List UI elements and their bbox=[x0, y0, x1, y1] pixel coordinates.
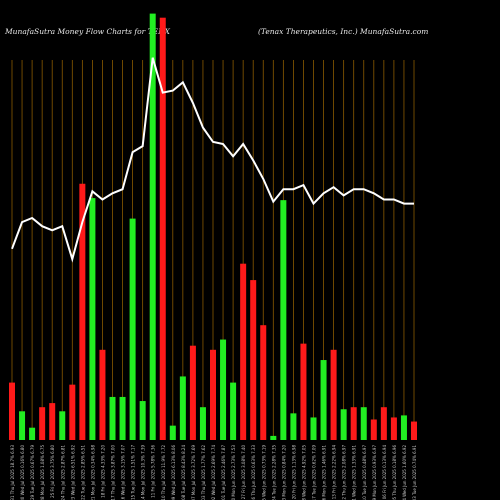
x-tick-label: 11 Fri Jul 2025 5.78% 7.36 bbox=[151, 445, 156, 498]
money-flow-bar bbox=[340, 409, 347, 440]
x-tick-label: 26 Thu Jun 2025 0.63% 7.33 bbox=[251, 445, 256, 500]
money-flow-bars bbox=[9, 13, 417, 440]
x-tick-label: 15 Tue Jul 2025 1.51% 7.17 bbox=[131, 445, 136, 500]
money-flow-bar bbox=[270, 435, 277, 440]
x-tick-label: 22 Tue Jul 2025 2.85% 6.51 bbox=[80, 445, 85, 500]
x-tick-label: 20 Fri Jun 2025 1.13% 6.98 bbox=[291, 445, 296, 500]
x-tick-label: 06 Fri Jun 2025 0.13% 6.94 bbox=[382, 445, 387, 500]
x-tick-label: 23 Mon Jun 2025 0.84% 7.20 bbox=[281, 445, 286, 500]
x-tick-label: 29 Tue Jul 2025 0.67% 6.79 bbox=[30, 445, 35, 500]
money-flow-bar bbox=[240, 263, 247, 440]
money-flow-bar bbox=[220, 339, 227, 440]
x-tick-label: 11 Wed Jun 2025 1.33% 6.91 bbox=[352, 445, 357, 500]
money-flow-bar bbox=[300, 343, 307, 440]
x-tick-label: 05 Thu Jun 2025 0.18% 6.96 bbox=[392, 445, 397, 500]
money-flow-bar bbox=[411, 421, 417, 440]
x-tick-label: 17 Tue Jun 2025 0.62% 7.09 bbox=[312, 445, 317, 500]
x-tick-label: 21 Mon Jul 2025 0.34% 6.98 bbox=[90, 445, 95, 500]
money-flow-bar bbox=[360, 407, 367, 440]
money-flow-bar bbox=[29, 427, 36, 440]
chart-title-right: (Tenax Therapeutics, Inc.) MunafaSutra.c… bbox=[258, 27, 429, 36]
money-flow-bar bbox=[9, 382, 15, 440]
x-tick-label: 01 Tue Jul 2025 2.46% 7.87 bbox=[221, 445, 226, 500]
money-flow-bar bbox=[159, 17, 166, 440]
money-flow-bar bbox=[179, 376, 186, 440]
x-tick-label: 03 Tue Jun 2025 0.74% 6.91 bbox=[412, 445, 417, 500]
money-flow-bar bbox=[59, 411, 66, 440]
money-flow-bar bbox=[69, 384, 76, 440]
x-tick-label: 25 Wed Jun 2025 0.73% 7.19 bbox=[261, 445, 266, 500]
money-flow-bar bbox=[119, 396, 126, 440]
money-flow-bar bbox=[129, 218, 136, 440]
money-flow-bar bbox=[230, 382, 237, 440]
x-tick-label: 09 Mon Jun 2025 0.93% 6.97 bbox=[372, 445, 377, 500]
money-flow-bar bbox=[49, 403, 56, 440]
money-flow-bar bbox=[39, 407, 46, 440]
money-flow-bar bbox=[139, 401, 146, 440]
money-flow-bar bbox=[380, 407, 387, 440]
x-tick-label: 12 Thu Jun 2025 2.08% 6.97 bbox=[342, 445, 347, 500]
x-tick-label: 03 Thu Jul 2025 1.77% 7.62 bbox=[201, 445, 206, 500]
x-tick-label: 28 Mon Jul 2025 1.08% 6.75 bbox=[40, 445, 45, 500]
x-tick-labels: 31 Thu Jul 2025 18.7% 6.93 30 Wed Jul 202… bbox=[10, 445, 417, 500]
x-tick-label: 17 Thu Jul 2025 3.87% 7.00 bbox=[111, 445, 116, 500]
x-tick-label: 27 Fri Jun 2025 3.08% 7.40 bbox=[241, 445, 246, 500]
chart-title-left: MunafaSutra Money Flow Charts for TENX bbox=[5, 27, 170, 36]
x-tick-label: 02 Wed Jul 2025 2.69% 7.74 bbox=[211, 445, 216, 500]
money-flow-bar bbox=[169, 425, 176, 440]
x-tick-label: 16 Mon Jun 2025 1.46% 6.91 bbox=[322, 445, 327, 500]
money-flow-bar bbox=[250, 280, 257, 440]
money-flow-bar bbox=[290, 413, 297, 440]
money-flow-bar bbox=[89, 198, 96, 440]
money-flow-bar bbox=[390, 417, 397, 440]
x-tick-label: 10 Tue Jun 2025 0.48% 6.97 bbox=[362, 445, 367, 500]
x-tick-label: 07 Mon Jul 2025 3.72% 7.69 bbox=[191, 445, 196, 500]
money-flow-bar bbox=[99, 349, 106, 440]
x-tick-label: 16 Wed Jul 2025 3.15% 7.07 bbox=[121, 445, 126, 500]
money-flow-bar bbox=[189, 345, 196, 440]
price-line-group bbox=[11, 57, 414, 263]
money-flow-bar bbox=[79, 183, 86, 440]
x-tick-label: 30 Wed Jul 2025 0.16% 6.80 bbox=[20, 445, 25, 500]
money-flow-bar bbox=[260, 325, 267, 440]
money-flow-bar bbox=[400, 415, 407, 440]
money-flow-bar bbox=[330, 349, 337, 440]
x-tick-label: 18 Fri Jul 2025 4.33% 7.20 bbox=[100, 445, 105, 498]
money-flow-bar bbox=[109, 396, 116, 440]
x-tick-label: 09 Wed Jul 2025 6.13% 8.06 bbox=[171, 445, 176, 500]
money-flow-bar bbox=[280, 200, 287, 440]
money-flow-bar bbox=[320, 360, 327, 440]
money-flow-bar bbox=[199, 407, 206, 440]
money-flow-bar bbox=[370, 419, 377, 440]
money-flow-bar bbox=[149, 13, 156, 440]
x-tick-label: 04 Wed Jun 2025 1.60% 6.92 bbox=[402, 445, 407, 500]
money-flow-bar bbox=[350, 407, 357, 440]
money-flow-bar bbox=[210, 349, 216, 440]
x-tick-label: 24 Tue Jun 2025 2.28% 7.35 bbox=[271, 445, 276, 500]
x-tick-label: 30 Mon Jun 2025 2.73% 7.53 bbox=[231, 445, 236, 500]
x-tick-label: 31 Thu Jul 2025 18.7% 6.93 bbox=[10, 445, 15, 500]
money-flow-bar bbox=[310, 417, 317, 440]
x-tick-label: 18 Wed Jun 2025 4.92% 7.05 bbox=[301, 445, 306, 500]
x-tick-label: 24 Thu Jul 2025 2.87% 6.81 bbox=[60, 445, 65, 500]
money-flow-bar bbox=[19, 411, 26, 440]
price-line bbox=[11, 57, 414, 263]
x-tick-label: 13 Fri Jun 2025 2.22% 6.94 bbox=[332, 445, 337, 500]
x-tick-label: 10 Thu Jul 2025 11.9% 7.72 bbox=[161, 445, 166, 500]
x-tick-label: 08 Tue Jul 2025 8.43% 8.24 bbox=[181, 445, 186, 500]
x-tick-label: 14 Mon Jul 2025 10.3% 7.39 bbox=[141, 445, 146, 500]
x-tick-label: 23 Wed Jul 2025 6.51% 6.92 bbox=[70, 445, 75, 500]
x-tick-label: 25 Fri Jul 2025 3.75% 6.80 bbox=[50, 445, 55, 498]
